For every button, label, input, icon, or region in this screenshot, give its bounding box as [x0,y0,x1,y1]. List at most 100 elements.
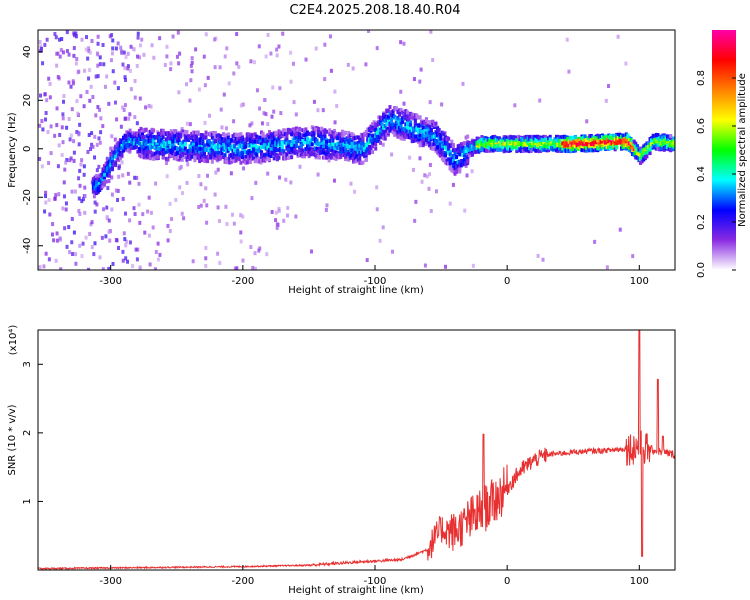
spectrogram-cell [654,138,658,143]
spectrogram-cell [220,136,224,141]
spectrogram-cell [339,146,343,151]
spectrogram-cell [347,135,351,140]
spectrogram-cell [450,143,454,148]
spectrogram-cell [608,144,612,149]
spectrogram-cell [242,159,246,164]
spectrogram-cell [290,130,294,135]
spectrogram-cell [279,111,283,116]
spectrogram-cell [235,61,239,66]
spectrogram-cell [99,116,103,121]
spectrogram-cell [364,146,368,151]
spectrogram-cell [410,128,414,133]
spectrogram-cell [559,135,563,140]
spectrogram-cell [123,135,127,140]
spectrogram-cell [194,47,198,52]
spectrogram-cell [504,147,508,152]
spectrogram-cell [121,62,125,67]
spectrogram-cell [624,146,628,151]
spectrogram-cell [648,147,652,152]
spectrogram-cell [615,138,619,143]
spectrogram-cell [612,141,616,146]
spectrogram-cell [280,144,284,149]
spectrogram-cell [477,139,481,144]
spectrogram-cell [75,99,79,104]
spectrogram-cell [572,137,576,142]
spectrogram-cell [621,133,625,138]
spectrogram-cell [72,230,76,235]
spectrogram-cell [585,145,589,150]
spectrogram-cell [513,142,517,147]
spectrogram-cell [662,147,666,152]
spectrogram-cell [262,111,266,116]
spectrogram-cell [507,144,511,149]
spectrogram-cell [581,144,585,149]
spectrogram-cell [409,115,413,120]
spectrogram-cell [306,136,310,141]
spectrogram-cell [244,154,248,159]
spectrogram-cell [72,158,76,163]
spectrogram-cell [558,136,562,141]
spectrogram-cell [586,147,590,152]
spectrogram-cell [378,129,382,134]
spectrogram-cell [515,144,519,149]
spectrogram-cell [451,154,455,159]
spectrogram-cell [304,57,308,62]
spectrogram-cell [405,132,409,137]
spectrogram-cell [494,144,498,149]
spectrogram-cell [221,132,225,137]
spectrogram-cell [91,189,95,194]
spectrogram-cell [115,142,119,147]
spectrogram-cell [572,142,576,147]
spectrogram-cell [581,135,585,140]
spectrogram-cell [210,146,214,151]
spectrogram-cell [152,55,156,60]
spectrogram-cell [367,133,371,138]
spectrogram-cell [190,151,194,156]
spectrogram-cell [374,135,378,140]
spectrogram-cell [388,128,392,133]
spectrogram-cell [537,143,541,148]
spectrogram-cell [172,129,176,134]
spectrogram-cell [413,118,417,123]
spectrogram-cell [353,146,357,151]
spectrogram-cell [122,148,126,153]
spectrogram-cell [428,143,432,148]
spectrogram-cell [390,117,394,122]
spectrogram-cell [566,143,570,148]
spectrogram-cell [242,147,246,152]
spectrogram-cell [250,143,254,148]
spectrogram-cell [589,134,593,139]
spectrogram-cell [190,56,194,61]
spectrogram-cell [239,137,243,142]
spectrogram-cell [616,34,620,39]
spectrogram-cell [639,146,643,151]
spectrogram-cell [54,193,58,198]
spectrogram-cell [161,139,165,144]
spectrogram-cell [646,149,650,154]
spectrogram-cell [309,147,313,152]
spectrogram-cell [428,130,432,135]
spectrogram-cell [141,141,145,146]
spectrogram-cell [44,111,48,116]
spectrogram-cell [306,131,310,136]
spectrogram-cell [397,128,401,133]
spectrogram-cell [120,143,124,148]
spectrogram-cell [77,176,81,181]
spectrogram-cell [610,134,614,139]
spectrogram-cell [626,137,630,142]
spectrogram-cell [358,150,362,155]
spectrogram-cell [218,134,222,139]
spectrogram-cell [43,209,47,214]
spectrogram-cell [183,129,187,134]
spectrogram-cell [310,142,314,147]
spectrogram-cell [169,154,173,159]
spectrogram-cell [103,84,107,89]
spectrogram-cell [451,169,455,174]
spectrogram-cell [321,147,325,152]
spectrogram-cell [572,135,576,140]
spectrogram-cell [234,136,238,141]
spectrogram-cell [128,143,132,148]
spectrogram-cell [190,69,194,74]
spectrogram-cell [629,149,633,154]
spectrogram-cell [531,137,535,142]
